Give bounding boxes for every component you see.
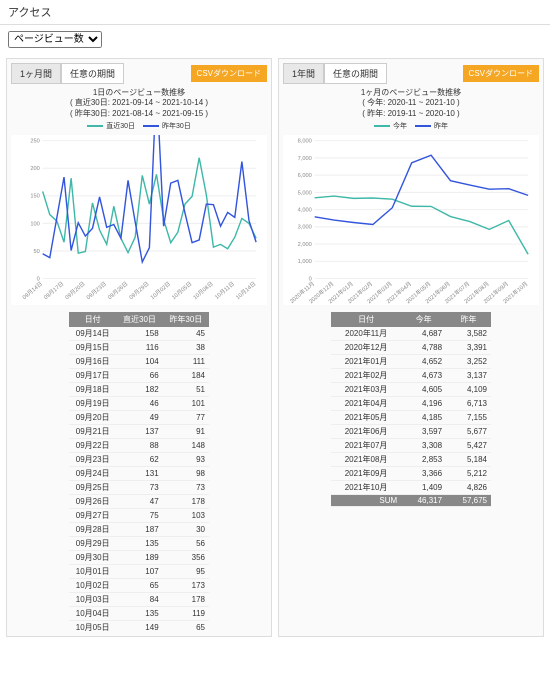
svg-text:10月11日: 10月11日 [214,281,236,301]
svg-text:09月17日: 09月17日 [42,281,65,302]
table-row: 09月28日18730 [69,523,209,537]
table-row: 10月02日65173 [69,579,209,593]
chart-title-left: 1日のページビュー数推移 ( 直近30日: 2021-09-14 ~ 2021-… [11,88,267,119]
svg-text:10月02日: 10月02日 [149,281,172,302]
svg-text:200: 200 [30,166,39,172]
svg-text:09月23日: 09月23日 [85,281,108,302]
svg-text:5,000: 5,000 [298,190,312,196]
table-row: 09月14日15845 [69,327,209,341]
svg-text:10月08日: 10月08日 [192,281,215,302]
table-scroll-right[interactable]: 日付今年昨年2020年11月4,6873,5822020年12月4,7883,3… [283,312,539,507]
table-row: 2020年12月4,7883,391 [331,341,491,355]
table-header: 昨年 [446,312,491,327]
table-row: 10月04日135119 [69,607,209,621]
legend-box-a [374,125,390,127]
svg-text:6,000: 6,000 [298,173,312,179]
svg-text:1,000: 1,000 [298,259,312,265]
sum-row: SUM46,31757,675 [331,495,491,507]
monthly-chart: 01,0002,0003,0004,0005,0006,0007,0008,00… [283,135,539,305]
table-row: 09月25日7373 [69,481,209,495]
table-row: 09月27日75103 [69,509,209,523]
table-row: 09月18日18251 [69,383,209,397]
svg-text:8,000: 8,000 [298,139,312,145]
table-row: 09月17日66184 [69,369,209,383]
svg-text:250: 250 [30,139,39,145]
page-title: アクセス [8,7,51,19]
table-row: 09月24日13198 [69,467,209,481]
page-header: アクセス [0,0,550,25]
table-row: 2021年04月4,1966,713 [331,397,491,411]
table-row: 09月15日11638 [69,341,209,355]
metric-select[interactable]: ページビュー数 [8,31,102,48]
table-row: 2021年06月3,5975,677 [331,425,491,439]
legend-left: 直近30日 昨年30日 [11,121,267,131]
table-row: 2021年09月3,3665,212 [331,467,491,481]
table-row: 09月16日104111 [69,355,209,369]
table-row: 2021年08月2,8535,184 [331,453,491,467]
table-row: 2020年11月4,6873,582 [331,327,491,341]
svg-text:10月14日: 10月14日 [235,281,258,302]
svg-text:2,000: 2,000 [298,242,312,248]
svg-text:150: 150 [30,194,39,200]
table-row: 09月30日189356 [69,551,209,565]
svg-text:09月26日: 09月26日 [107,281,130,302]
tab-custom-right[interactable]: 任意の期間 [324,63,387,84]
monthly-panel: 1年間 任意の期間 CSVダウンロード 1ヶ月のページビュー数推移 ( 今年: … [278,58,544,637]
table-row: 2021年10月1,4094,826 [331,481,491,495]
tab-1month[interactable]: 1ヶ月間 [11,63,61,84]
table-header: 直近30日 [116,312,162,327]
table-row: 2021年05月4,1857,155 [331,411,491,425]
table-header: 今年 [401,312,446,327]
table-row: 09月20日4977 [69,411,209,425]
svg-text:09月29日: 09月29日 [128,281,151,302]
table-row: 10月03日84178 [69,593,209,607]
table-row: 2021年01月4,6523,252 [331,355,491,369]
metric-dropdown[interactable]: ページビュー数 [8,31,542,48]
table-row: 10月01日10795 [69,565,209,579]
table-row: 09月22日88148 [69,439,209,453]
table-row: 2021年03月4,6054,109 [331,383,491,397]
daily-table: 日付直近30日昨年30日09月14日1584509月15日1163809月16日… [69,312,209,632]
monthly-table: 日付今年昨年2020年11月4,6873,5822020年12月4,7883,3… [331,312,491,507]
table-row: 09月26日47178 [69,495,209,509]
daily-chart: 05010015020025009月14日09月17日09月20日09月23日0… [11,135,267,305]
table-header: 日付 [69,312,116,327]
daily-panel: 1ヶ月間 任意の期間 CSVダウンロード 1日のページビュー数推移 ( 直近30… [6,58,272,637]
table-row: 09月29日13556 [69,537,209,551]
tab-1year[interactable]: 1年間 [283,63,324,84]
svg-text:7,000: 7,000 [298,156,312,162]
csv-download-right[interactable]: CSVダウンロード [463,65,539,82]
svg-text:09月20日: 09月20日 [64,281,87,302]
legend-right: 今年 昨年 [283,121,539,131]
table-row: 09月21日13791 [69,425,209,439]
table-row: 2021年07月3,3085,427 [331,439,491,453]
legend-box-a [87,125,103,127]
table-row: 10月05日14965 [69,621,209,633]
chart-title-right: 1ヶ月のページビュー数推移 ( 今年: 2020-11 ~ 2021-10 ) … [283,88,539,119]
csv-download-left[interactable]: CSVダウンロード [191,65,267,82]
svg-text:100: 100 [30,221,39,227]
legend-box-b [415,125,431,127]
svg-text:09月14日: 09月14日 [21,281,44,302]
table-row: 2021年02月4,6733,137 [331,369,491,383]
legend-box-b [143,125,159,127]
table-header: 昨年30日 [163,312,209,327]
table-header: 日付 [331,312,401,327]
svg-text:10月05日: 10月05日 [171,281,194,302]
svg-text:4,000: 4,000 [298,208,312,214]
svg-text:50: 50 [34,249,40,255]
table-row: 09月19日46101 [69,397,209,411]
tab-custom-left[interactable]: 任意の期間 [61,63,124,84]
svg-text:3,000: 3,000 [298,225,312,231]
table-row: 09月23日6293 [69,453,209,467]
table-scroll-left[interactable]: 日付直近30日昨年30日09月14日1584509月15日1163809月16日… [11,312,267,632]
